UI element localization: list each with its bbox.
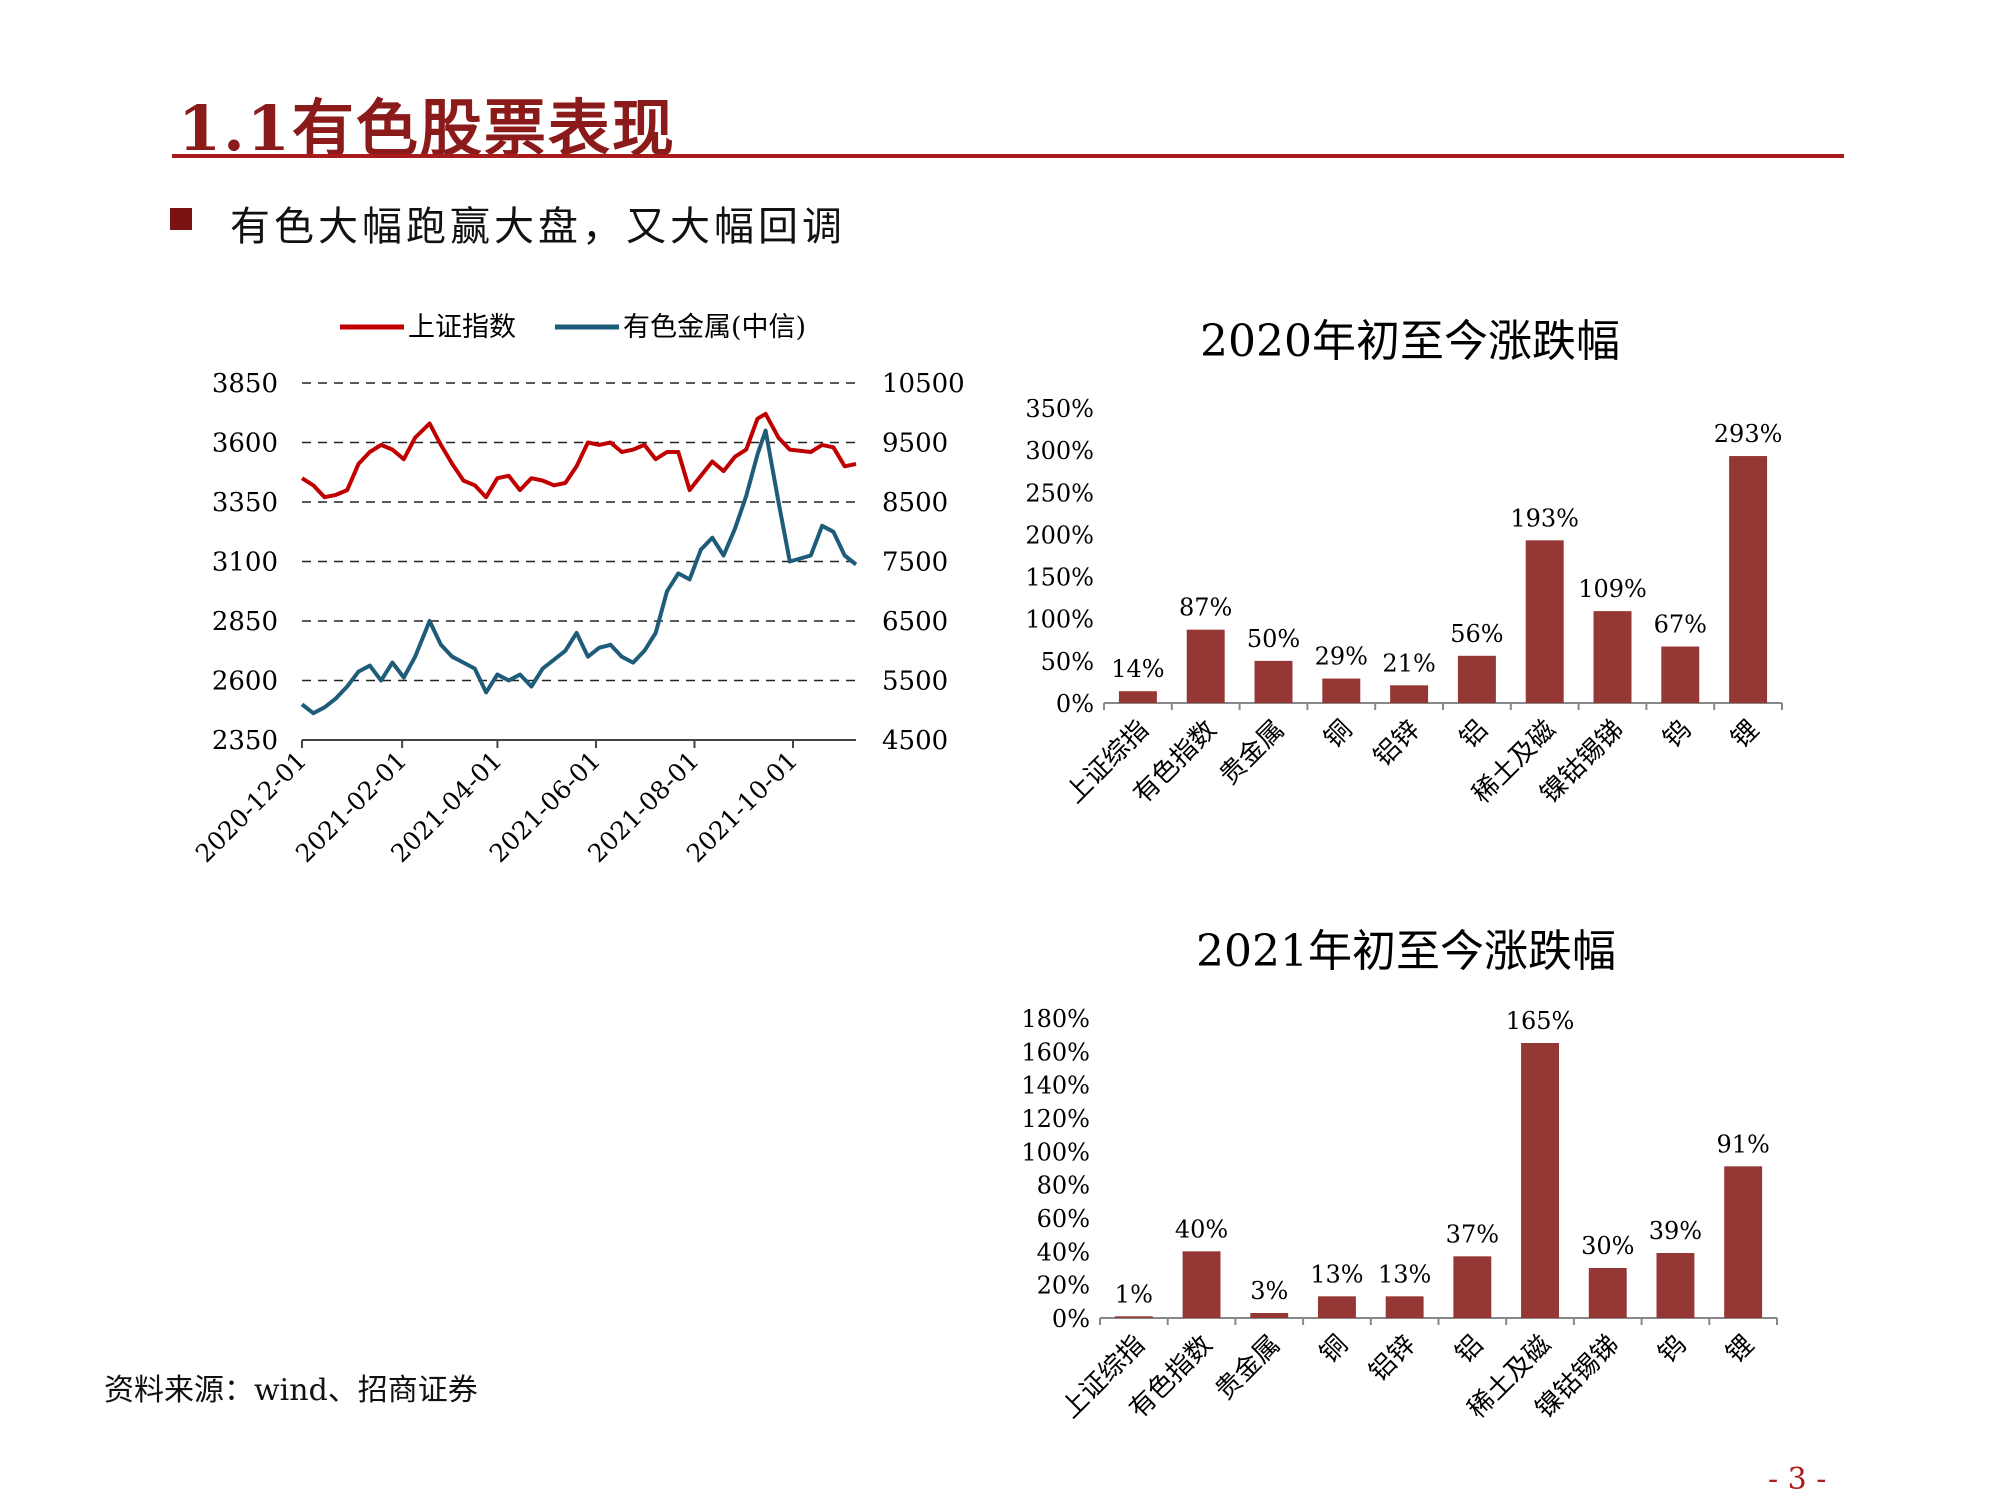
right-axis-tick-label: 7500: [882, 548, 948, 578]
y-axis-tick-label: 60%: [1037, 1205, 1090, 1233]
bar-value-label: 13%: [1310, 1260, 1363, 1288]
bar: [1729, 456, 1768, 703]
y-axis-tick-label: 100%: [1021, 1138, 1090, 1166]
bar: [1385, 1296, 1424, 1318]
legend-label: 上证指数: [408, 312, 516, 343]
left-axis-tick-label: 3850: [212, 369, 278, 399]
bar-value-label: 91%: [1716, 1130, 1769, 1158]
y-axis-tick-label: 350%: [1025, 395, 1094, 423]
bar: [1250, 1313, 1289, 1318]
y-axis-tick-label: 150%: [1025, 564, 1094, 592]
y-axis-tick-label: 0%: [1056, 690, 1094, 718]
bar: [1656, 1253, 1695, 1318]
page-title: 1.1有色股票表现: [178, 92, 676, 165]
y-axis-tick-label: 250%: [1025, 479, 1094, 507]
bar-value-label: 87%: [1179, 594, 1232, 622]
bar-value-label: 67%: [1654, 611, 1707, 639]
y-axis-tick-label: 40%: [1037, 1238, 1090, 1266]
category-label: 铜: [1314, 1330, 1354, 1370]
bar: [1186, 629, 1225, 703]
y-axis-tick-label: 50%: [1041, 648, 1094, 676]
bar: [1588, 1268, 1627, 1318]
bar: [1457, 655, 1496, 703]
left-axis-tick-label: 3100: [212, 548, 278, 578]
bar: [1453, 1256, 1492, 1318]
y-axis-tick-label: 300%: [1025, 437, 1094, 465]
right-axis-tick-label: 5500: [882, 667, 948, 697]
bar: [1322, 678, 1361, 703]
y-axis-tick-label: 80%: [1037, 1172, 1090, 1200]
bar: [1118, 691, 1157, 703]
bar-value-label: 50%: [1247, 625, 1300, 653]
bar: [1525, 540, 1564, 703]
y-axis-tick-label: 0%: [1052, 1305, 1090, 1333]
y-axis-tick-label: 160%: [1021, 1038, 1090, 1066]
bar: [1661, 646, 1700, 703]
right-axis-tick-label: 8500: [882, 488, 948, 518]
bar-value-label: 3%: [1250, 1277, 1288, 1305]
bar-value-label: 165%: [1506, 1007, 1575, 1035]
bar-value-label: 109%: [1578, 575, 1647, 603]
category-label: 铝锌: [1364, 1330, 1422, 1388]
chart-title: 2020年初至今涨跌幅: [1200, 316, 1620, 367]
bar-value-label: 193%: [1510, 504, 1579, 532]
bar: [1317, 1296, 1356, 1318]
bar: [1724, 1166, 1763, 1318]
bar: [1182, 1251, 1221, 1318]
right-axis-tick-label: 4500: [882, 726, 948, 756]
bar: [1521, 1043, 1560, 1318]
category-label: 锂: [1720, 1330, 1760, 1370]
y-axis-tick-label: 140%: [1021, 1072, 1090, 1100]
series-line-nonferrous-metals: [300, 428, 858, 716]
bar-value-label: 40%: [1175, 1215, 1228, 1243]
bar-value-label: 30%: [1581, 1232, 1634, 1260]
bullet-square-icon: [170, 208, 192, 230]
left-axis-tick-label: 2850: [212, 607, 278, 637]
bullet-text: 有色大幅跑赢大盘，又大幅回调: [230, 204, 846, 250]
title-rule: [172, 154, 1844, 158]
source-note: 资料来源：wind、招商证券: [104, 1373, 478, 1408]
series-line-shanghai-index: [300, 411, 857, 500]
bar-value-label: 39%: [1649, 1217, 1702, 1245]
bar-value-label: 29%: [1315, 643, 1368, 671]
bar-value-label: 13%: [1378, 1260, 1431, 1288]
chart-title: 2021年初至今涨跌幅: [1196, 926, 1616, 977]
bar-value-label: 21%: [1382, 649, 1435, 677]
left-axis-tick-label: 2600: [212, 667, 278, 697]
left-axis-tick-label: 3350: [212, 488, 278, 518]
bar: [1254, 660, 1293, 703]
bar-value-label: 1%: [1115, 1280, 1153, 1308]
page-number: - 3 -: [1768, 1462, 1827, 1497]
y-axis-tick-label: 100%: [1025, 606, 1094, 634]
bar: [1390, 685, 1429, 703]
bar-value-label: 56%: [1450, 620, 1503, 648]
category-label: 铝: [1450, 1330, 1490, 1370]
right-axis-tick-label: 6500: [882, 607, 948, 637]
category-label: 钨: [1653, 1330, 1693, 1370]
right-axis-tick-label: 9500: [882, 429, 948, 459]
bar-value-label: 293%: [1714, 420, 1783, 448]
bar-value-label: 14%: [1111, 655, 1164, 683]
left-axis-tick-label: 2350: [212, 726, 278, 756]
y-axis-tick-label: 200%: [1025, 521, 1094, 549]
category-label: 贵金属: [1210, 1330, 1286, 1406]
bar: [1114, 1316, 1153, 1318]
y-axis-tick-label: 180%: [1021, 1005, 1090, 1033]
y-axis-tick-label: 120%: [1021, 1105, 1090, 1133]
legend-label: 有色金属(中信): [623, 312, 806, 343]
bar: [1593, 611, 1632, 703]
y-axis-tick-label: 20%: [1037, 1272, 1090, 1300]
right-axis-tick-label: 10500: [882, 369, 965, 399]
bar-value-label: 37%: [1446, 1220, 1499, 1248]
left-axis-tick-label: 3600: [212, 429, 278, 459]
